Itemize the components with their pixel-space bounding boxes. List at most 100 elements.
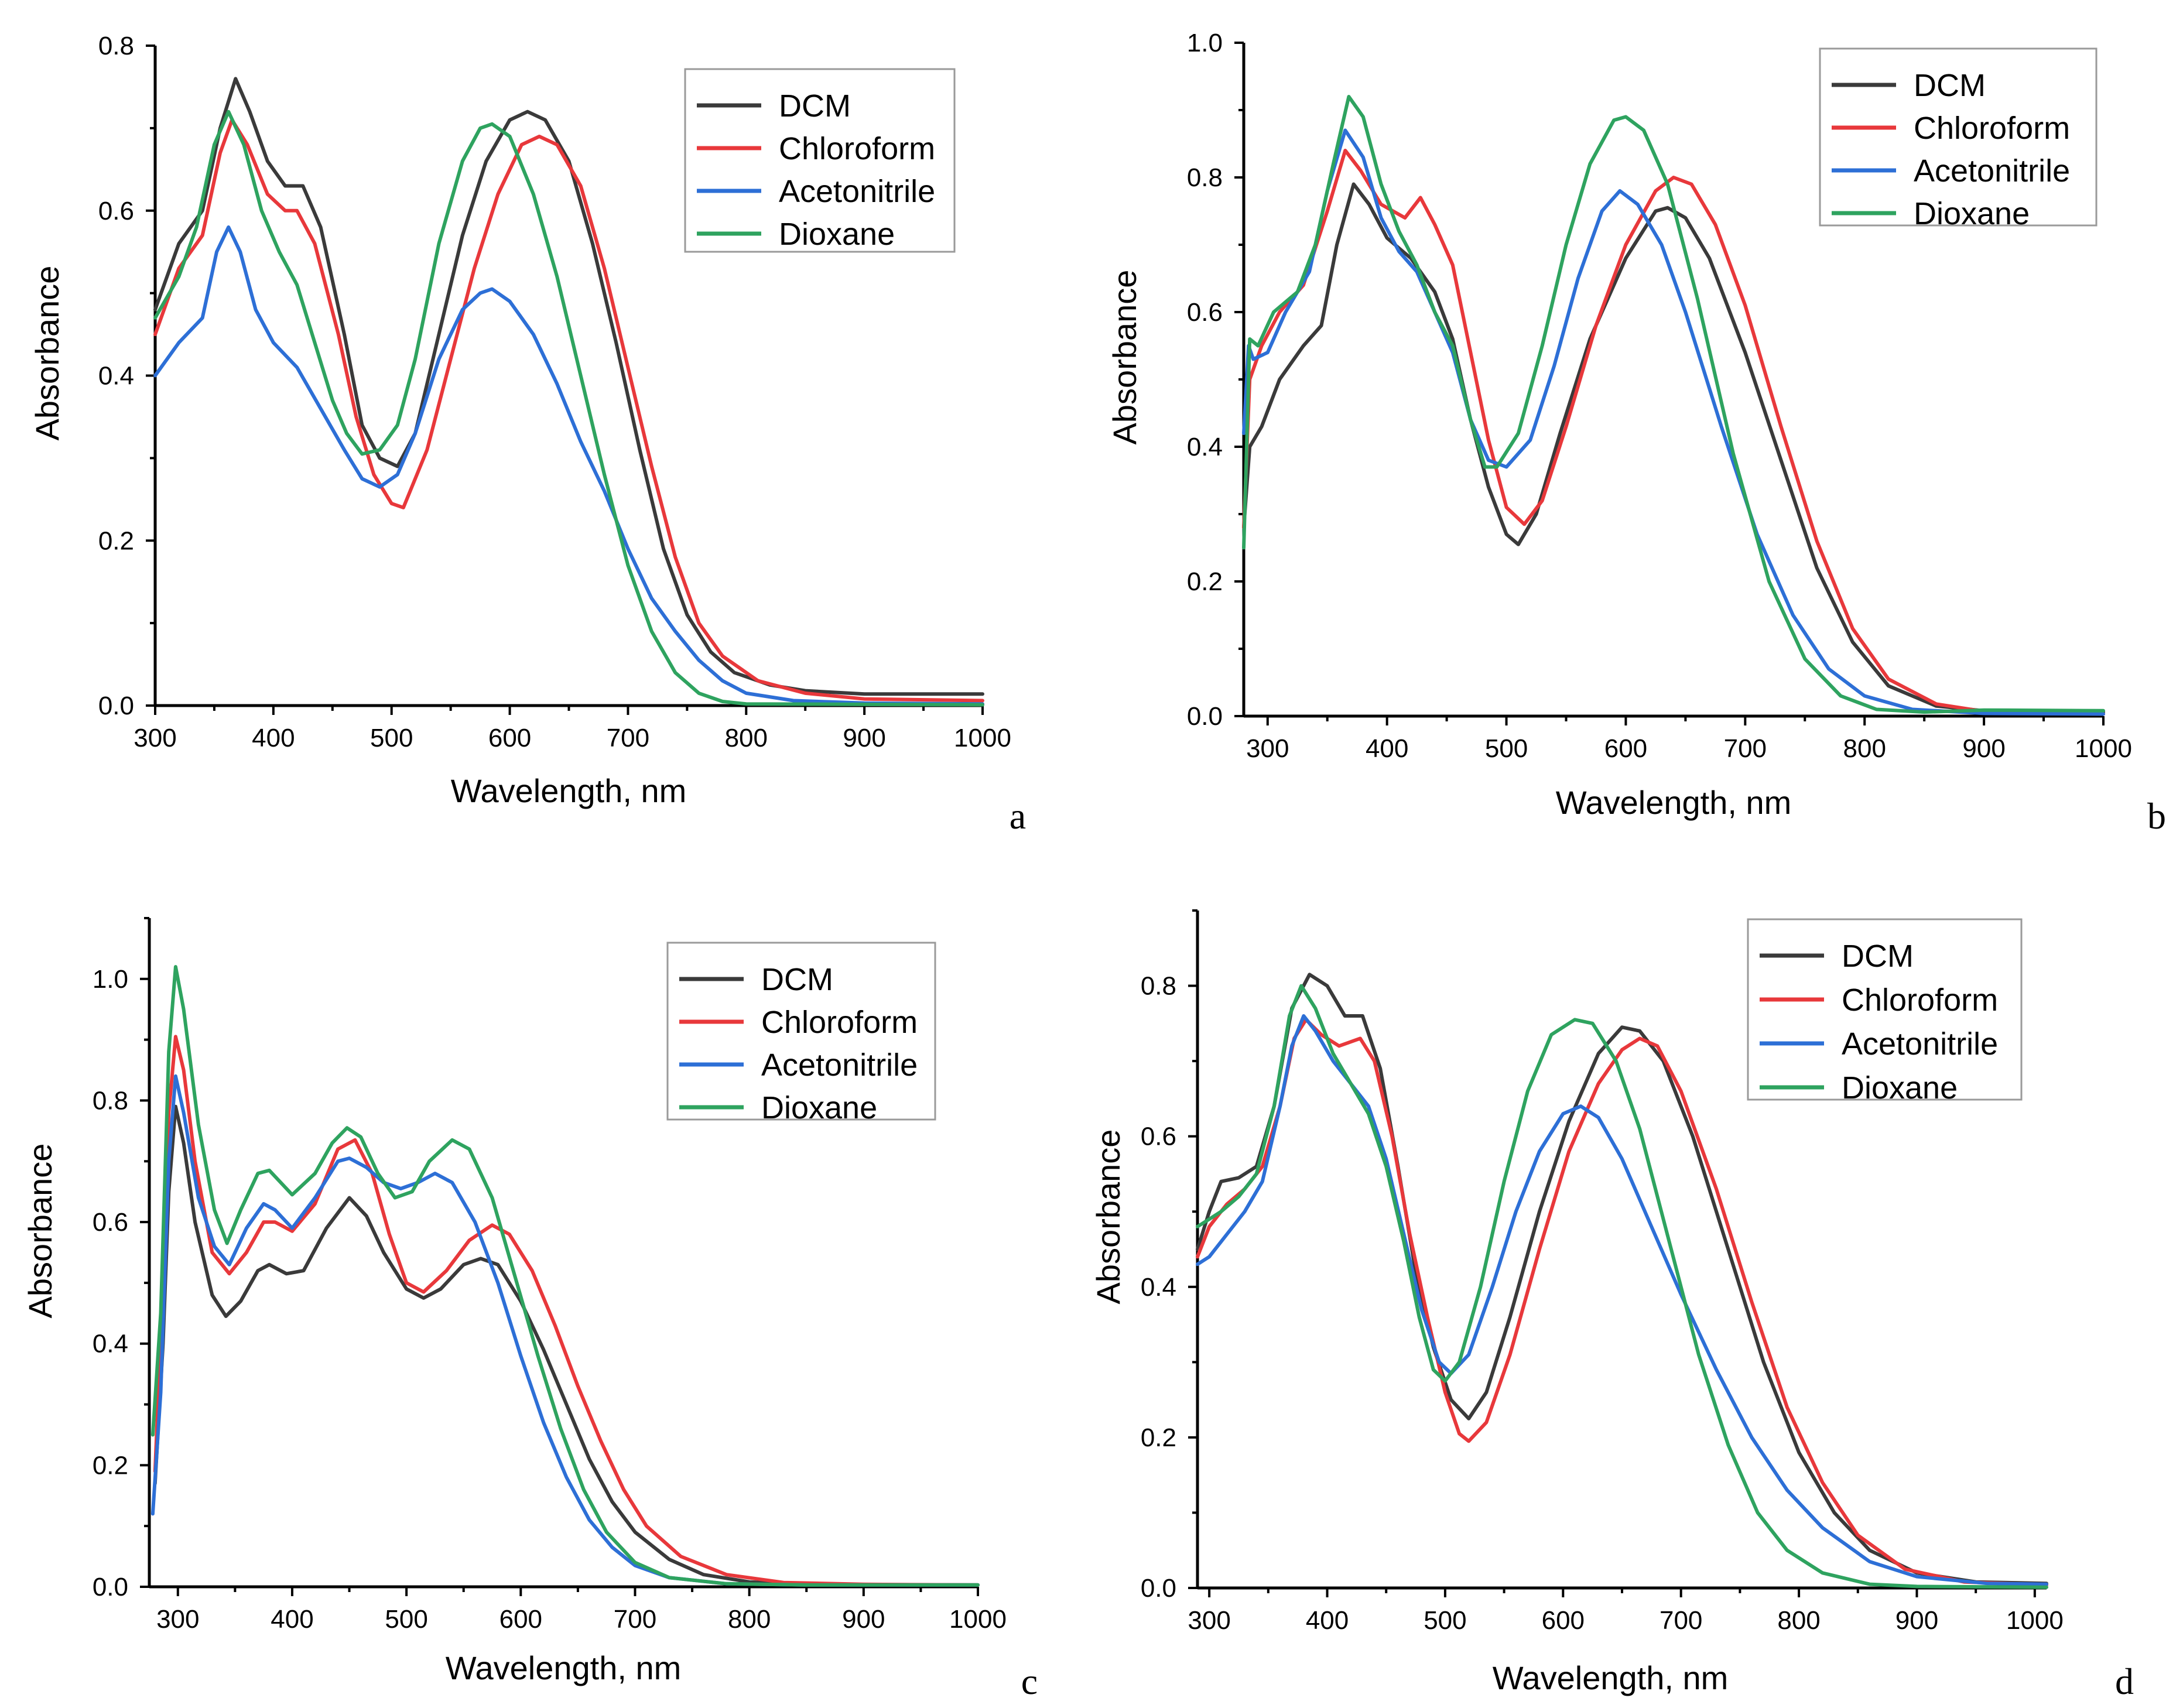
legend-label-d-dcm: DCM — [1842, 939, 1914, 974]
series-line-a-dcm — [153, 77, 984, 696]
series-line-c-acetonitrile — [150, 1074, 980, 1587]
y-tick-label-a-0.2: 0.2 — [98, 526, 134, 555]
legend-label-c-chloroform: Chloroform — [761, 1005, 918, 1040]
x-ticks-a: 300 400 500 600 700 800 900 1000 — [134, 706, 1011, 752]
x-tick-label-b-700: 700 — [1724, 734, 1767, 763]
series-group-b — [1242, 95, 2105, 716]
x-tick-label-a-800: 800 — [725, 724, 768, 752]
chart-panel-d: 300 400 500 600 700 800 900 1000 0.00.20.40.60.… — [1090, 909, 2134, 1702]
x-tick-label-c-900: 900 — [842, 1605, 885, 1634]
y-ticks-d: 0.0 0.2 0.4 0.6 0.8 — [1141, 909, 1197, 1603]
y-tick-label-a-0.6: 0.6 — [98, 197, 134, 225]
series-group-c — [150, 965, 980, 1587]
x-axis-label-b: Wavelength, nm — [1556, 784, 1792, 821]
panel-label-b: b — [2147, 795, 2166, 837]
legend-label-b-chloroform: Chloroform — [1914, 111, 2070, 146]
series-line-a-acetonitrile — [153, 225, 984, 706]
legend-box-b — [1819, 47, 2098, 227]
x-tick-label-c-1000: 1000 — [949, 1605, 1007, 1634]
x-tick-label-d-700: 700 — [1660, 1606, 1702, 1635]
panel-label-c: c — [1021, 1661, 1038, 1702]
x-tick-label-d-600: 600 — [1542, 1606, 1585, 1635]
x-tick-label-a-500: 500 — [370, 724, 413, 752]
y-tick-label-b-0.0: 0.0 — [1187, 702, 1223, 731]
legend-d: DCM Chloroform Acetonitrile Dioxane — [1747, 918, 2023, 1105]
x-ticks-c: 300 400 500 600 700 800 900 1000 — [156, 1587, 1007, 1634]
legend-label-b-acetonitrile: Acetonitrile — [1914, 153, 2070, 189]
y-tick-label-c-1.0: 1.0 — [93, 965, 128, 994]
legend-label-d-dioxane: Dioxane — [1842, 1070, 1958, 1105]
y-axis-label-d: Absorbance — [1090, 1129, 1127, 1305]
series-group-a — [153, 77, 984, 707]
legend-label-b-dioxane: Dioxane — [1914, 196, 2030, 231]
x-tick-label-d-400: 400 — [1306, 1606, 1349, 1635]
x-tick-label-b-300: 300 — [1246, 734, 1289, 763]
x-tick-label-c-800: 800 — [728, 1605, 771, 1634]
x-ticks-d: 300 400 500 600 700 800 900 1000 — [1188, 1588, 2064, 1635]
legend-label-d-chloroform: Chloroform — [1842, 983, 1998, 1018]
x-axis-label-c: Wavelength, nm — [446, 1649, 682, 1686]
x-tick-label-b-500: 500 — [1485, 734, 1528, 763]
series-line-c-chloroform — [153, 1035, 980, 1587]
series-line-c-dcm — [153, 1104, 980, 1587]
chart-panel-b: 300 400 500 600 700 800 900 1000 0.00.20.40.60.… — [1106, 29, 2166, 837]
legend-items-a: DCM Chloroform Acetonitrile Dioxane — [697, 88, 935, 252]
legend-box-a — [684, 68, 956, 253]
y-axis-label-c: Absorbance — [22, 1144, 59, 1319]
x-axis-label-a: Wavelength, nm — [451, 772, 687, 809]
y-tick-label-b-0.2: 0.2 — [1187, 567, 1223, 596]
chart-panel-c: 300 400 500 600 700 800 900 1000 0.00.20.40.60.… — [22, 917, 1038, 1702]
x-ticks-b: 300 400 500 600 700 800 900 1000 — [1246, 716, 2132, 763]
x-tick-label-d-800: 800 — [1777, 1606, 1820, 1635]
series-line-d-dioxane — [1196, 984, 2048, 1589]
series-line-d-acetonitrile — [1196, 1014, 2048, 1586]
x-tick-label-b-600: 600 — [1604, 734, 1647, 763]
y-tick-label-b-0.8: 0.8 — [1187, 163, 1223, 192]
legend-box-d — [1747, 918, 2023, 1101]
legend-items-b: DCM Chloroform Acetonitrile Dioxane — [1832, 68, 2070, 231]
y-tick-label-b-0.6: 0.6 — [1187, 298, 1223, 327]
y-tick-label-c-0.8: 0.8 — [93, 1086, 128, 1115]
y-tick-label-d-0.6: 0.6 — [1141, 1122, 1176, 1151]
legend-label-b-dcm: DCM — [1914, 68, 1986, 103]
panel-label-a: a — [1010, 795, 1026, 837]
legend-label-a-acetonitrile: Acetonitrile — [779, 174, 935, 209]
y-tick-label-d-0.0: 0.0 — [1141, 1574, 1176, 1603]
x-tick-label-a-600: 600 — [488, 724, 531, 752]
panel-label-d: d — [2115, 1661, 2134, 1702]
x-tick-label-c-500: 500 — [385, 1605, 427, 1634]
x-tick-label-b-1000: 1000 — [2075, 734, 2132, 763]
legend-label-c-dioxane: Dioxane — [761, 1090, 877, 1125]
legend-a: DCM Chloroform Acetonitrile Dioxane — [684, 68, 956, 253]
x-tick-label-d-900: 900 — [1895, 1606, 1938, 1635]
legend-box-c — [666, 942, 936, 1121]
series-line-b-dcm — [1242, 182, 2105, 714]
x-tick-label-d-300: 300 — [1188, 1606, 1230, 1635]
legend-label-c-dcm: DCM — [761, 962, 833, 997]
series-line-b-dioxane — [1242, 95, 2105, 714]
x-tick-label-b-900: 900 — [1962, 734, 2005, 763]
y-tick-label-c-0.4: 0.4 — [93, 1330, 128, 1358]
series-group-d — [1196, 973, 2048, 1589]
series-line-c-dioxane — [150, 965, 980, 1587]
y-tick-label-a-0.0: 0.0 — [98, 692, 134, 720]
x-tick-label-c-600: 600 — [499, 1605, 542, 1634]
x-tick-label-d-500: 500 — [1424, 1606, 1466, 1635]
x-tick-label-a-1000: 1000 — [954, 724, 1011, 752]
legend-label-c-acetonitrile: Acetonitrile — [761, 1048, 918, 1083]
legend-c: DCM Chloroform Acetonitrile Dioxane — [666, 942, 936, 1125]
y-ticks-c: 0.0 0.2 0.4 0.6 0.8 1.0 — [93, 917, 149, 1601]
y-tick-label-d-0.4: 0.4 — [1141, 1273, 1176, 1302]
y-tick-label-c-0.0: 0.0 — [93, 1573, 128, 1601]
x-tick-label-a-300: 300 — [134, 724, 176, 752]
legend-items-c: DCM Chloroform Acetonitrile Dioxane — [679, 962, 918, 1125]
chart-panel-a: 300 400 500 600 700 800 900 1000 0.00.20.40.60.… — [29, 32, 1026, 837]
legend-items-d: DCM Chloroform Acetonitrile Dioxane — [1760, 939, 1998, 1105]
series-line-b-chloroform — [1242, 149, 2105, 716]
y-tick-label-c-0.2: 0.2 — [93, 1451, 128, 1480]
y-tick-label-b-0.4: 0.4 — [1187, 433, 1223, 461]
legend-label-a-chloroform: Chloroform — [779, 131, 935, 166]
x-tick-label-c-300: 300 — [156, 1605, 199, 1634]
y-tick-label-b-1.0: 1.0 — [1187, 29, 1223, 57]
